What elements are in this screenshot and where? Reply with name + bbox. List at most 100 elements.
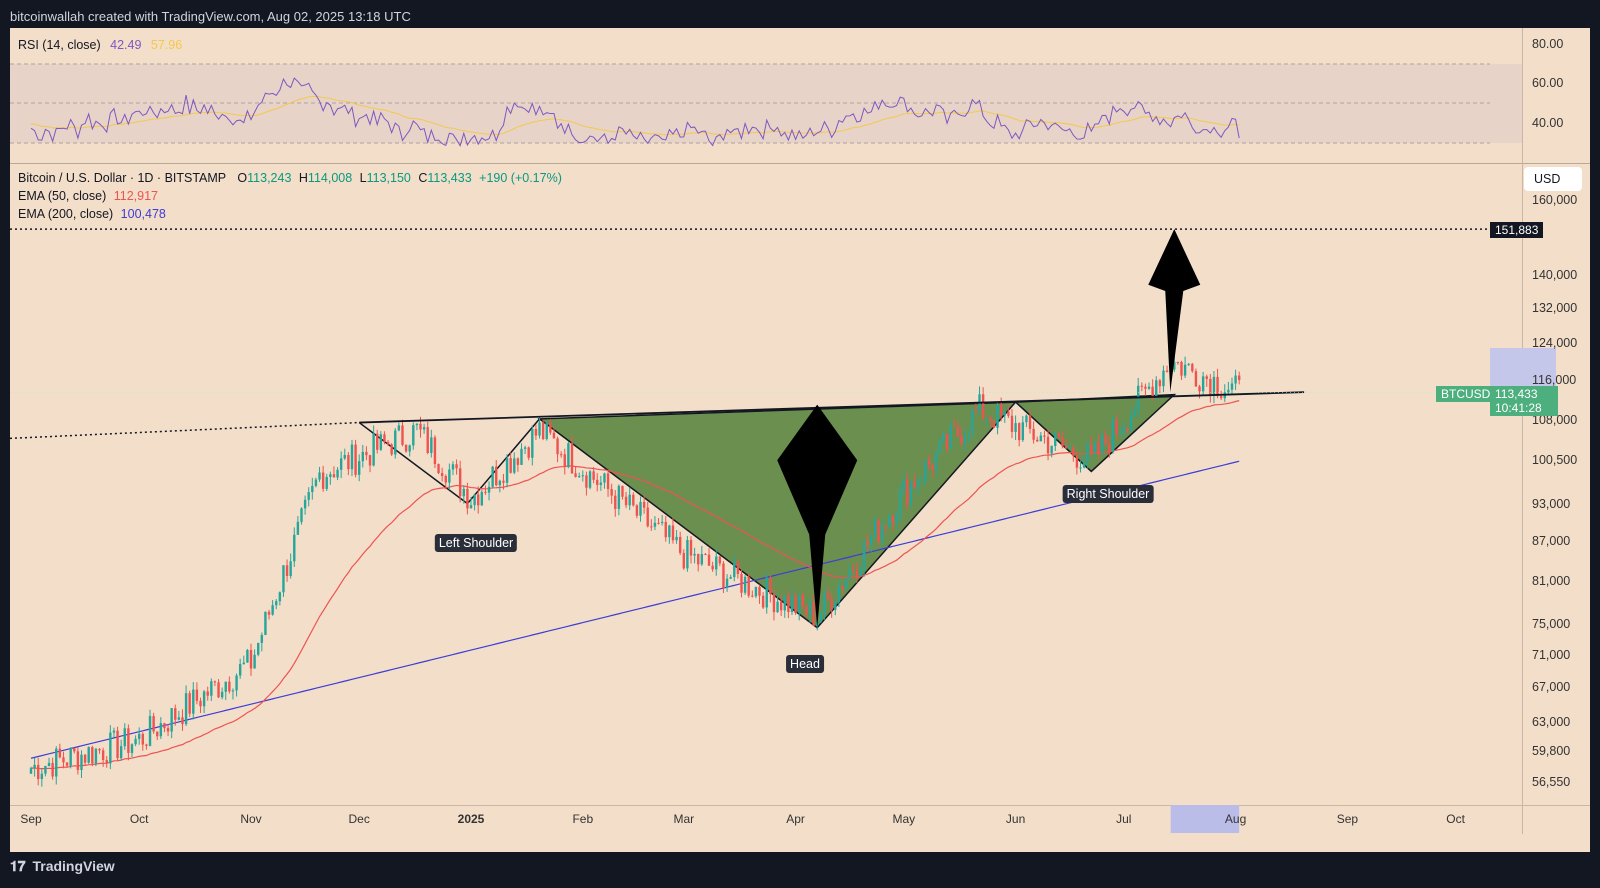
candle-body (707, 554, 711, 566)
candle-body (383, 434, 386, 443)
price-plot[interactable] (10, 28, 1590, 852)
candle-body (408, 445, 411, 452)
candle-body (1147, 386, 1151, 389)
candle-body (1151, 386, 1154, 399)
candle-body (585, 475, 588, 488)
candle-body (531, 428, 534, 458)
candle-body (1216, 376, 1219, 397)
candle-body (873, 520, 877, 537)
candle-body (37, 764, 40, 780)
candle-body (386, 442, 390, 445)
candle-body (83, 754, 87, 763)
candle-body (404, 444, 408, 452)
time-tick: Jul (1116, 812, 1132, 826)
candle-body (314, 479, 318, 486)
candle-body (105, 759, 108, 764)
candle-body (989, 417, 992, 421)
candle-body (1140, 385, 1144, 387)
candle-body (379, 434, 383, 450)
price-tick: 87,000 (1532, 533, 1571, 548)
candle-body (927, 460, 931, 465)
head-label[interactable]: Head (786, 655, 824, 673)
candle-body (549, 422, 552, 433)
ema50-label: EMA (50, close) (18, 189, 107, 203)
candle-body (870, 536, 873, 546)
candle-body (98, 748, 101, 751)
candle-body (156, 731, 159, 737)
time-tick: Aug (1224, 812, 1247, 826)
target-arrow (1148, 229, 1201, 393)
candle-body (848, 569, 851, 579)
pane-separator[interactable] (10, 163, 1590, 164)
candle-body (1173, 361, 1176, 370)
brand-footer[interactable]: 𝟏𝟕 TradingView (10, 858, 115, 875)
candle-body (87, 747, 90, 763)
candle-body (1212, 376, 1216, 397)
candle-body (945, 433, 949, 449)
candle-body (1075, 455, 1079, 468)
ema50-value: 112,917 (113, 189, 158, 203)
candle-body (852, 569, 855, 571)
candle-body (473, 494, 476, 506)
price-tick: 132,000 (1532, 300, 1578, 315)
candle-body (300, 508, 303, 522)
candle-body (1191, 363, 1194, 372)
candle-body (754, 586, 758, 597)
candle-body (559, 454, 563, 456)
time-selection-highlight (1170, 805, 1240, 833)
symbol-tag: BTCUSD (1436, 386, 1496, 402)
rsi-ma-value: 57.96 (150, 38, 183, 52)
candle-body (44, 765, 47, 774)
price-tick: 100,500 (1532, 453, 1578, 468)
candle-body (65, 762, 69, 766)
candle-body (617, 485, 621, 509)
candle-body (47, 762, 51, 766)
candle-body (282, 565, 285, 593)
candle-body (1097, 441, 1100, 453)
candle-body (210, 681, 213, 696)
currency-button[interactable]: USD (1524, 167, 1582, 191)
candle-body (1104, 434, 1107, 445)
candle-body (368, 455, 372, 466)
candle-body (278, 592, 282, 602)
candle-body (206, 691, 209, 696)
candle-body (538, 422, 541, 436)
candle-body (1082, 461, 1086, 468)
right-shoulder-label[interactable]: Right Shoulder (1062, 485, 1154, 503)
candle-body (812, 602, 815, 626)
candle-body (498, 480, 502, 486)
candle-body (1061, 437, 1064, 447)
candle-body (462, 488, 465, 497)
time-tick: Jun (1005, 812, 1026, 826)
left-shoulder-label[interactable]: Left Shoulder (434, 534, 518, 552)
candle-body (1021, 422, 1025, 441)
candle-body (469, 505, 473, 509)
candle-body (202, 691, 206, 707)
candle-body (722, 563, 725, 588)
candle-body (574, 473, 577, 477)
candle-body (505, 458, 509, 483)
candle-body (394, 430, 397, 455)
candle-body (419, 423, 422, 430)
candle-body (628, 494, 631, 506)
candle-body (588, 471, 592, 488)
candle-body (228, 681, 231, 692)
candle-body (942, 433, 945, 440)
candle-body (361, 451, 365, 462)
candle-body (1209, 378, 1212, 397)
right-shoulder-triangle (1013, 393, 1177, 473)
candle-body (830, 598, 833, 610)
candle-body (343, 455, 346, 459)
candle-body (1086, 444, 1089, 462)
candle-body (430, 437, 433, 453)
candle-body (596, 479, 599, 485)
candle-body (101, 750, 105, 760)
candle-body (509, 458, 512, 473)
candle-body (729, 577, 732, 579)
price-tick: 56,550 (1532, 775, 1571, 789)
candle-body (516, 458, 520, 465)
candle-body (484, 491, 487, 493)
candle-body (1129, 415, 1133, 431)
price-tick: 59,800 (1532, 743, 1571, 758)
symbol-legend: Bitcoin / U.S. Dollar · 1D · BITSTAMP O1… (18, 171, 562, 185)
